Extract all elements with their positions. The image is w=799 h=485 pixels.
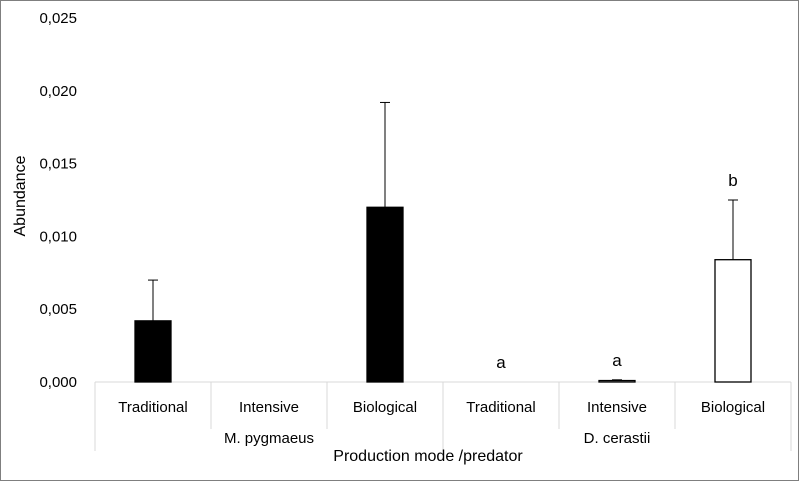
error-bars bbox=[148, 101, 738, 381]
y-tick-label: 0,010 bbox=[39, 228, 77, 245]
y-tick-label: 0,020 bbox=[39, 83, 77, 100]
category-label: Traditional bbox=[466, 399, 535, 416]
y-axis-title: Abundance bbox=[12, 155, 29, 236]
y-tick-label: 0,000 bbox=[39, 374, 77, 391]
y-tick-label: 0,005 bbox=[39, 301, 77, 318]
category-label: Biological bbox=[353, 399, 417, 416]
group-label: D. cerastii bbox=[584, 430, 651, 447]
category-labels: Traditional Intensive Biological Traditiona… bbox=[118, 399, 765, 416]
axis-lines bbox=[94, 381, 792, 451]
significance-labels: a a b bbox=[496, 171, 737, 372]
significance-label: b bbox=[728, 171, 737, 190]
bar bbox=[714, 259, 752, 383]
bar bbox=[598, 379, 636, 383]
group-label: M. pygmaeus bbox=[224, 430, 314, 447]
category-label: Biological bbox=[701, 399, 765, 416]
x-axis-title: Production mode /predator bbox=[333, 448, 523, 465]
category-label: Intensive bbox=[239, 399, 299, 416]
y-tick-label: 0,025 bbox=[39, 10, 77, 27]
category-label: Intensive bbox=[587, 399, 647, 416]
category-label: Traditional bbox=[118, 399, 187, 416]
significance-label: a bbox=[612, 351, 622, 370]
y-tick-label: 0,015 bbox=[39, 156, 77, 173]
bars bbox=[134, 206, 752, 383]
y-axis-tick-labels: 0,000 0,005 0,010 0,015 0,020 0,025 bbox=[39, 10, 77, 391]
group-labels: M. pygmaeus D. cerastii bbox=[224, 430, 650, 447]
bar bbox=[134, 320, 172, 383]
bar bbox=[366, 206, 404, 383]
significance-label: a bbox=[496, 353, 506, 372]
